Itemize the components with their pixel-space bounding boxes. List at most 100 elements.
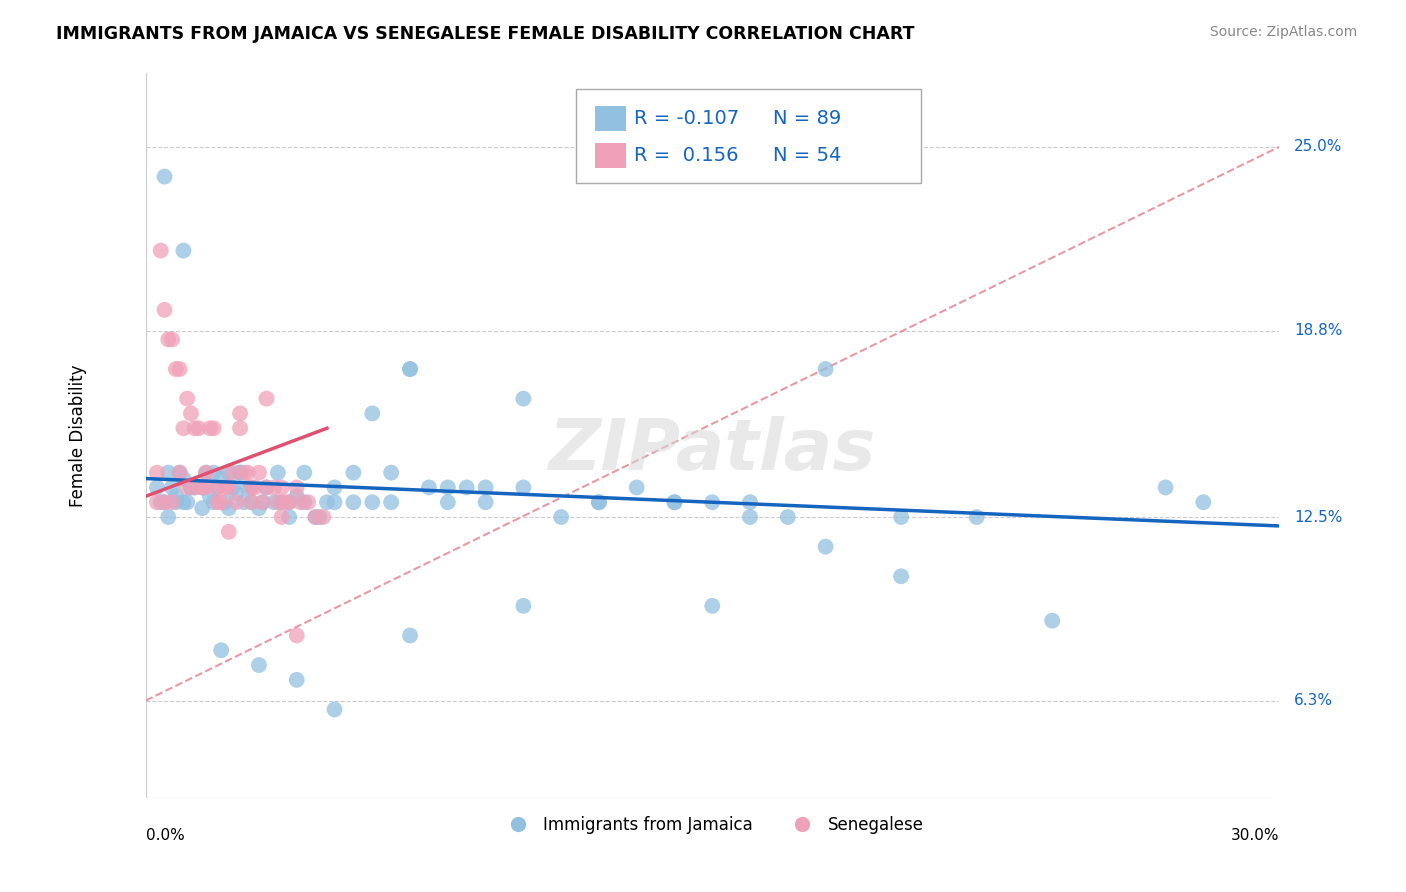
Point [247,466,270,480]
Point [702,495,724,509]
Point [738,510,761,524]
Text: N = 89: N = 89 [773,109,842,128]
Point [202,421,225,435]
Point [240,480,263,494]
Point [278,495,301,509]
Point [285,480,308,494]
Point [169,466,191,480]
Point [323,480,346,494]
Point [157,510,180,524]
Point [180,480,202,494]
Point [437,495,460,509]
Point [267,466,290,480]
Point [256,392,278,406]
Point [236,466,259,480]
Point [229,466,252,480]
Point [146,495,169,509]
Point [183,480,205,494]
Point [195,466,218,480]
Point [153,169,176,184]
Text: Source: ZipAtlas.com: Source: ZipAtlas.com [1209,25,1357,39]
Text: ZIPatlas: ZIPatlas [548,416,876,484]
Point [292,495,315,509]
Point [285,489,308,503]
Point [418,480,440,494]
Point [270,480,292,494]
Point [209,472,232,486]
Point [512,480,534,494]
Point [270,495,292,509]
Text: 12.5%: 12.5% [1294,509,1343,524]
Point [229,406,252,420]
Point [512,599,534,613]
Point [198,421,221,435]
Point [1040,614,1063,628]
Point [304,510,326,524]
Point [165,362,187,376]
Point [153,302,176,317]
Point [292,466,315,480]
Point [308,510,330,524]
Point [195,466,218,480]
Point [218,466,240,480]
Point [297,495,319,509]
Point [380,466,402,480]
Point [157,466,180,480]
Point [207,480,229,494]
Point [278,510,301,524]
Point [247,658,270,673]
Point [240,480,263,494]
Point [814,362,837,376]
Point [267,495,290,509]
Text: R = -0.107: R = -0.107 [634,109,740,128]
Point [776,510,799,524]
Point [169,466,191,480]
Point [160,495,183,509]
Point [180,480,202,494]
Point [153,495,176,509]
Point [399,628,422,642]
Text: 30.0%: 30.0% [1230,828,1279,843]
Point [229,421,252,435]
Point [814,540,837,554]
Text: 25.0%: 25.0% [1294,139,1343,154]
Point [149,244,172,258]
Point [214,480,236,494]
Point [512,392,534,406]
Point [146,466,169,480]
Point [738,495,761,509]
Text: 18.8%: 18.8% [1294,323,1343,338]
Point [1192,495,1215,509]
Point [474,495,496,509]
Point [218,524,240,539]
Point [183,421,205,435]
Point [221,480,243,494]
Point [191,480,214,494]
Point [304,510,326,524]
Point [236,480,259,494]
Point [247,501,270,516]
Point [456,480,478,494]
Point [146,480,169,494]
Point [165,495,187,509]
Point [550,510,572,524]
Point [664,495,686,509]
Point [361,406,384,420]
Point [342,466,364,480]
Point [263,480,285,494]
Point [290,495,312,509]
Text: 0.0%: 0.0% [146,828,184,843]
Text: R =  0.156: R = 0.156 [634,145,738,165]
Point [361,495,384,509]
Text: IMMIGRANTS FROM JAMAICA VS SENEGALESE FEMALE DISABILITY CORRELATION CHART: IMMIGRANTS FROM JAMAICA VS SENEGALESE FE… [56,25,915,43]
Point [240,495,263,509]
Point [437,480,460,494]
Point [380,495,402,509]
Point [399,362,422,376]
Point [191,480,214,494]
Point [243,480,266,494]
Point [172,472,194,486]
Point [588,495,610,509]
Point [202,495,225,509]
Point [172,495,194,509]
